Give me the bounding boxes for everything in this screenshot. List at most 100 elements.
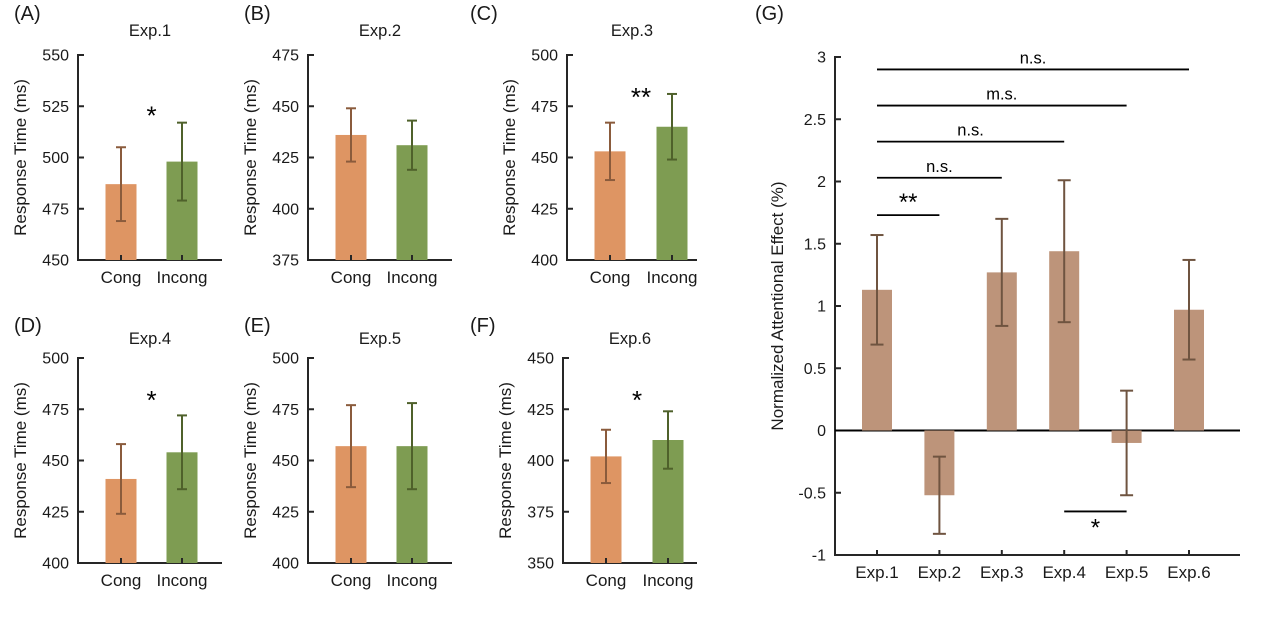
y-tick-label: -0.5 (798, 485, 826, 502)
panel-b-exp2: (B) Exp.2 375 400 425 450 475 Response Time (m… (230, 0, 460, 308)
y-tick-label: 400 (272, 556, 299, 573)
panel-label-c: (C) (470, 3, 498, 25)
y-tick-label: -1 (812, 548, 826, 565)
y-tick-label: 475 (531, 99, 558, 116)
y-axis-label: Normalized Attentional Effect (%) (768, 181, 787, 430)
category-label-cong: Cong (586, 571, 627, 590)
category-label-exp-4: Exp.4 (1042, 563, 1085, 582)
y-tick-label: 3 (817, 50, 826, 67)
y-tick-label: 475 (42, 201, 69, 218)
y-tick-label: 425 (531, 201, 558, 218)
y-axis-label: Response Time (ms) (11, 79, 30, 236)
y-tick-label: 500 (42, 351, 69, 368)
chart-title: Exp.4 (129, 330, 171, 348)
y-tick-label: 0 (817, 423, 826, 440)
category-label-incong: Incong (642, 571, 693, 590)
chart-exp5-response-time: Exp.5 400 425 450 475 500 Response Time (ms) Co… (241, 330, 452, 590)
category-label-exp-6: Exp.6 (1167, 563, 1210, 582)
significance-marker: * (146, 100, 156, 130)
significance-marker: ** (631, 82, 651, 112)
chart-exp6-response-time: Exp.6 350 375 400 425 450 Response Time (ms) Co… (496, 330, 697, 590)
y-axis-label: Response Time (ms) (241, 382, 260, 539)
panel-label-b: (B) (244, 3, 271, 25)
panel-label-g: (G) (755, 3, 784, 25)
y-tick-label: 350 (527, 556, 554, 573)
y-tick-label: 400 (42, 556, 69, 573)
y-tick-label: 400 (272, 201, 299, 218)
y-tick-label: 475 (42, 402, 69, 419)
panel-label-e: (E) (244, 315, 271, 337)
category-label-exp-3: Exp.3 (980, 563, 1023, 582)
y-tick-label: 1 (817, 299, 826, 316)
panel-label-f: (F) (470, 315, 496, 337)
panel-label-d: (D) (14, 315, 42, 337)
chart-title: Exp.1 (129, 22, 171, 40)
y-tick-label: 2.5 (804, 112, 826, 129)
category-label-exp-2: Exp.2 (918, 563, 961, 582)
y-tick-label: 475 (272, 402, 299, 419)
y-tick-label: 450 (42, 453, 69, 470)
chart-exp3-response-time: Exp.3 400 425 450 475 500 Response Time (ms) Co… (500, 22, 698, 287)
category-label-cong: Cong (331, 571, 372, 590)
y-tick-label: 450 (527, 351, 554, 368)
y-tick-label: 375 (527, 504, 554, 521)
chart-exp4-response-time: Exp.4 400 425 450 475 500 Response Time (ms) Co… (11, 330, 222, 590)
comparison-label-star: * (1091, 514, 1100, 541)
chart-exp1-response-time: Exp.1 450 475 500 525 550 Response Time (ms) Co… (11, 22, 222, 287)
chart-title: Exp.2 (359, 22, 401, 40)
y-tick-label: 500 (531, 48, 558, 65)
category-label-incong: Incong (646, 268, 697, 287)
y-tick-label: 2 (817, 174, 826, 191)
chart-exp2-response-time: Exp.2 375 400 425 450 475 Response Time (ms) Co… (241, 22, 452, 287)
panel-d-exp4: (D) Exp.4 400 425 450 475 500 Response Time (m… (0, 308, 230, 620)
category-label-incong: Incong (156, 268, 207, 287)
y-tick-label: 425 (272, 150, 299, 167)
y-tick-label: 400 (531, 253, 558, 270)
comparison-label-double-star: ** (899, 189, 918, 216)
y-tick-label: 425 (527, 402, 554, 419)
y-tick-label: 375 (272, 253, 299, 270)
category-label-incong: Incong (386, 268, 437, 287)
y-tick-label: 450 (531, 150, 558, 167)
panel-e-exp5: (E) Exp.5 400 425 450 475 500 Response Time (m… (230, 308, 460, 620)
y-tick-label: 500 (42, 150, 69, 167)
panel-label-a: (A) (14, 3, 41, 25)
y-axis-label: Response Time (ms) (496, 382, 515, 539)
y-tick-label: 525 (42, 99, 69, 116)
y-tick-label: 550 (42, 48, 69, 65)
comparison-label-m-s: m.s. (986, 86, 1017, 104)
y-tick-label: 475 (272, 48, 299, 65)
category-label-cong: Cong (590, 268, 631, 287)
category-label-incong: Incong (386, 571, 437, 590)
category-label-incong: Incong (156, 571, 207, 590)
y-axis-label: Response Time (ms) (500, 79, 519, 236)
chart-normalized-attentional-effect: -1 -0.5 0 0.5 1 1.5 2 2.5 3 Normalized Attentiona… (768, 49, 1240, 582)
category-label-exp-1: Exp.1 (855, 563, 898, 582)
panel-a-exp1: (A) Exp.1 450 475 500 525 550 Response Time (m… (0, 0, 230, 308)
y-tick-label: 425 (42, 504, 69, 521)
y-tick-label: 1.5 (804, 236, 826, 253)
chart-title: Exp.3 (611, 22, 653, 40)
panel-g-attentional-effect: (G) -1 -0.5 0 0.5 1 1.5 2 2.5 3 Normalized Attent… (715, 0, 1269, 625)
panel-c-exp3: (C) Exp.3 400 425 450 475 500 Response Time (m… (460, 0, 700, 308)
y-tick-label: 500 (272, 351, 299, 368)
y-tick-label: 450 (272, 99, 299, 116)
y-tick-label: 425 (272, 504, 299, 521)
significance-marker: * (146, 385, 156, 415)
comparison-label-n-s: n.s. (957, 122, 984, 140)
category-label-exp-5: Exp.5 (1105, 563, 1148, 582)
y-axis-label: Response Time (ms) (241, 79, 260, 236)
comparison-label-n-s: n.s. (926, 158, 953, 176)
chart-title: Exp.6 (609, 330, 651, 348)
category-label-cong: Cong (331, 268, 372, 287)
y-tick-label: 400 (527, 453, 554, 470)
category-label-cong: Cong (101, 571, 142, 590)
y-tick-label: 0.5 (804, 361, 826, 378)
chart-title: Exp.5 (359, 330, 401, 348)
comparison-label-n-s: n.s. (1020, 49, 1047, 67)
y-tick-label: 450 (272, 453, 299, 470)
y-axis-label: Response Time (ms) (11, 382, 30, 539)
y-tick-label: 450 (42, 253, 69, 270)
significance-marker: * (632, 385, 642, 415)
